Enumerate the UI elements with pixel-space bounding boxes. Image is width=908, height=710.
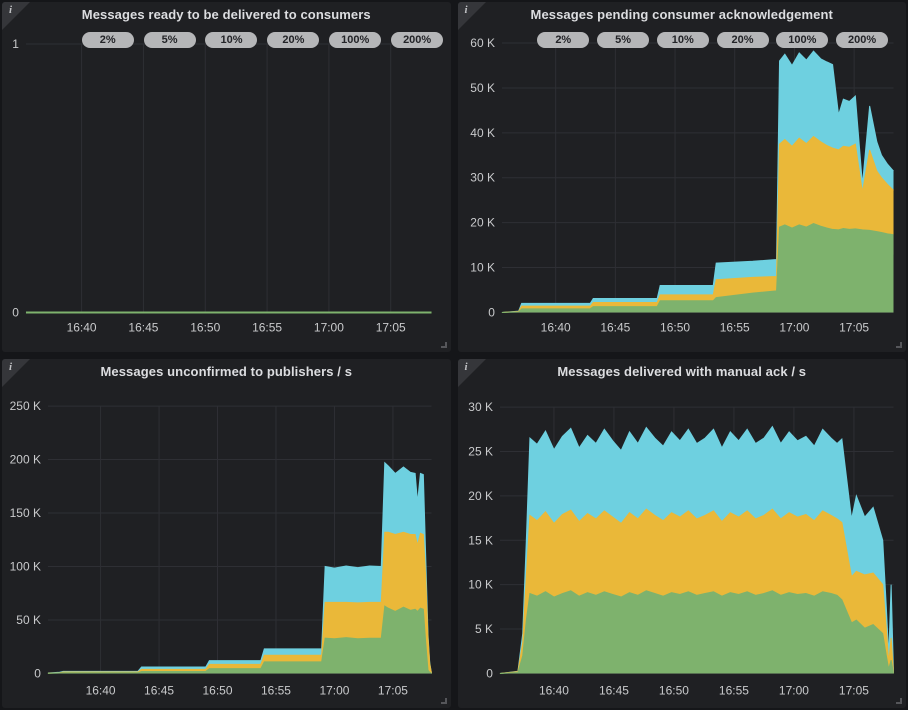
line-series-yellow	[501, 135, 894, 313]
resize-handle-icon[interactable]	[440, 698, 447, 704]
panel-messages-delivered: i Messages delivered with manual ack / s…	[457, 358, 907, 709]
area-series-green	[47, 605, 432, 673]
annotation-badge[interactable]: 100%	[329, 32, 382, 48]
annotation-badge[interactable]: 2%	[81, 32, 134, 48]
y-tick-label: 250 K	[10, 399, 41, 413]
x-tick-label: 17:05	[838, 683, 868, 697]
y-tick-label: 40 K	[470, 126, 495, 140]
line-series-cyan	[501, 50, 894, 313]
panel-messages-unconfirmed: i Messages unconfirmed to publishers / s…	[2, 358, 451, 709]
y-tick-label: 10 K	[468, 577, 493, 591]
resize-handle-icon[interactable]	[440, 341, 447, 348]
y-tick-label: 60 K	[470, 36, 495, 50]
x-tick-label: 16:45	[600, 320, 630, 334]
x-tick-label: 16:50	[658, 683, 688, 697]
info-icon-glyph: i	[9, 360, 13, 373]
chart-messages-pending-ack[interactable]: 0 10 K 20 K 30 K 40 K 50 K 60 K 16:40 16:45 16:50…	[458, 2, 907, 352]
line-series-green	[499, 589, 894, 674]
annotation-badge[interactable]: 5%	[597, 32, 650, 48]
x-tick-label: 16:50	[190, 320, 220, 334]
info-icon-glyph: i	[464, 4, 468, 16]
x-tick-label: 17:00	[319, 683, 349, 697]
y-tick-label: 10 K	[470, 261, 495, 275]
annotation-badges: 2% 5% 10% 20% 100% 200%	[2, 2, 451, 352]
panel-title[interactable]: Messages ready to be delivered to consum…	[81, 7, 371, 22]
panel-info-icon[interactable]	[457, 358, 486, 387]
info-icon-glyph: i	[464, 360, 468, 373]
panel-messages-ready: i Messages ready to be delivered to cons…	[2, 2, 451, 352]
x-tick-label: 16:40	[538, 683, 568, 697]
annotation-badge[interactable]: 10%	[205, 32, 258, 48]
x-tick-label: 16:55	[252, 320, 282, 334]
x-tick-label: 17:00	[314, 320, 344, 334]
chart-messages-delivered[interactable]: 0 5 K 10 K 15 K 20 K 25 K 30 K 16:40 16:45 16:50 1…	[458, 359, 907, 709]
y-tick-label: 0	[12, 305, 19, 319]
annotation-badge[interactable]: 200%	[391, 32, 444, 48]
y-tick-label: 0	[488, 305, 495, 319]
x-tick-label: 16:50	[203, 683, 233, 697]
line-series-yellow	[47, 531, 433, 674]
annotation-badge[interactable]: 10%	[656, 32, 709, 48]
y-tick-label: 100 K	[10, 559, 41, 573]
area-series-green	[501, 223, 894, 313]
chart-messages-ready[interactable]: 0 1 16:40 16:45 16:50 16:55 17:00 17:05	[2, 2, 451, 352]
x-tick-label: 16:50	[660, 320, 690, 334]
y-tick-label: 0	[34, 666, 41, 680]
x-tick-label: 17:05	[376, 320, 406, 334]
panel-info-icon[interactable]	[2, 358, 30, 387]
y-tick-label: 200 K	[10, 452, 41, 466]
x-tick-label: 17:00	[778, 683, 808, 697]
annotation-badge[interactable]: 20%	[267, 32, 320, 48]
y-tick-label: 0	[486, 666, 493, 680]
y-tick-label: 15 K	[468, 533, 493, 547]
info-icon-glyph: i	[9, 4, 13, 16]
annotation-badge[interactable]: 20%	[716, 32, 769, 48]
x-tick-label: 16:40	[67, 320, 97, 334]
panel-info-icon[interactable]	[2, 2, 30, 30]
area-series-green	[499, 590, 894, 673]
annotation-badge[interactable]: 5%	[143, 32, 196, 48]
annotation-badges: 2% 5% 10% 20% 100% 200%	[458, 2, 907, 352]
line-series-green	[47, 604, 432, 674]
line-series-green	[501, 222, 894, 313]
line-series-cyan	[47, 461, 433, 674]
y-tick-label: 30 K	[468, 400, 493, 414]
line-series-cyan	[499, 425, 894, 674]
x-tick-label: 17:00	[779, 320, 809, 334]
annotation-badge[interactable]: 2%	[537, 32, 590, 48]
panel-messages-pending-ack: i Messages pending consumer acknowledgem…	[457, 2, 907, 352]
x-tick-label: 17:05	[839, 320, 869, 334]
x-tick-label: 16:45	[144, 683, 174, 697]
panel-title[interactable]: Messages pending consumer acknowledgemen…	[530, 7, 833, 22]
y-tick-label: 5 K	[474, 622, 492, 636]
x-tick-label: 16:55	[718, 683, 748, 697]
panel-title[interactable]: Messages delivered with manual ack / s	[557, 363, 807, 379]
x-tick-label: 16:40	[540, 320, 570, 334]
panel-title[interactable]: Messages unconfirmed to publishers / s	[100, 363, 353, 379]
x-tick-label: 16:40	[86, 683, 116, 697]
y-tick-label: 1	[12, 37, 19, 51]
resize-handle-icon[interactable]	[896, 698, 902, 704]
y-tick-label: 25 K	[468, 444, 493, 458]
line-series-yellow	[499, 508, 894, 674]
y-tick-label: 30 K	[470, 171, 495, 185]
y-tick-label: 20 K	[470, 216, 495, 230]
x-tick-label: 16:55	[261, 683, 291, 697]
annotation-badge[interactable]: 200%	[836, 32, 889, 48]
y-tick-label: 50 K	[16, 612, 41, 626]
resize-handle-icon[interactable]	[896, 341, 902, 348]
x-tick-label: 17:05	[378, 683, 408, 697]
y-tick-label: 20 K	[468, 488, 493, 502]
chart-messages-unconfirmed[interactable]: 0 50 K 100 K 150 K 200 K 250 K 16:40 16:45 16:50…	[2, 359, 451, 709]
x-tick-label: 16:45	[128, 320, 158, 334]
x-tick-label: 16:45	[598, 683, 628, 697]
panel-info-icon[interactable]	[457, 2, 486, 30]
x-tick-label: 16:55	[719, 320, 749, 334]
y-tick-label: 50 K	[470, 81, 495, 95]
y-tick-label: 150 K	[10, 506, 41, 520]
annotation-badge[interactable]: 100%	[776, 32, 829, 48]
